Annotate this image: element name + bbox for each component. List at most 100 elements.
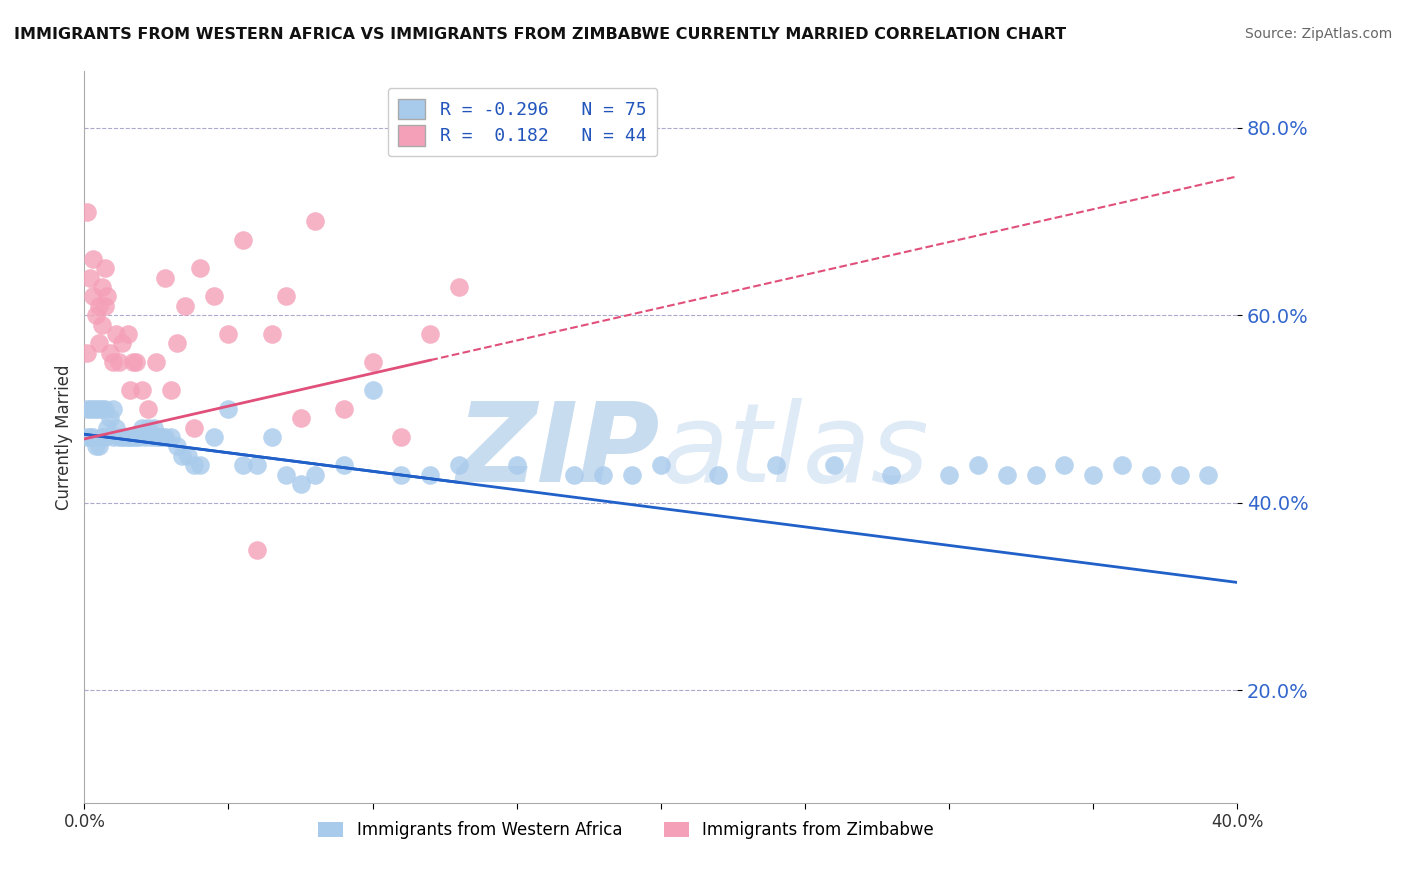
Point [131,383,153,397]
Point [361,383,384,397]
Point [82,289,104,303]
Point [592,467,614,482]
Point [125,430,148,444]
Point [166,336,188,351]
Point [76,430,98,444]
Point [90,318,112,332]
Point [290,411,312,425]
Point [1198,467,1220,482]
Point [96,289,118,303]
Point [1053,458,1076,473]
Point [1025,467,1047,482]
Point [232,458,254,473]
Point [114,430,136,444]
Point [87,336,110,351]
Point [391,467,413,482]
Point [391,430,413,444]
Point [1168,467,1191,482]
Point [650,458,672,473]
Point [120,383,142,397]
Point [564,467,586,482]
Point [449,280,471,294]
Point [93,261,115,276]
Point [419,467,441,482]
Point [93,299,115,313]
Point [153,270,176,285]
Point [117,326,139,341]
Point [449,458,471,473]
Point [938,467,960,482]
Point [276,289,298,303]
Point [304,467,326,482]
Point [145,430,167,444]
Point [218,326,240,341]
Y-axis label: Currently Married: Currently Married [55,364,73,510]
Point [79,270,101,285]
Point [765,458,787,473]
Point [103,430,124,444]
Point [1083,467,1105,482]
Point [128,430,150,444]
Point [82,401,104,416]
Text: IMMIGRANTS FROM WESTERN AFRICA VS IMMIGRANTS FROM ZIMBABWE CURRENTLY MARRIED COR: IMMIGRANTS FROM WESTERN AFRICA VS IMMIGR… [14,27,1066,42]
Point [125,355,148,369]
Point [98,411,121,425]
Text: atlas: atlas [661,398,929,505]
Point [202,289,225,303]
Legend: Immigrants from Western Africa, Immigrants from Zimbabwe: Immigrants from Western Africa, Immigran… [312,814,941,846]
Point [160,383,183,397]
Point [188,261,211,276]
Point [79,401,101,416]
Point [84,440,107,454]
Point [98,345,121,359]
Point [621,467,644,482]
Point [419,326,441,341]
Point [276,467,298,482]
Point [142,420,165,434]
Point [823,458,845,473]
Point [333,401,356,416]
Point [183,458,205,473]
Point [1140,467,1163,482]
Point [246,542,269,557]
Point [87,440,110,454]
Point [967,458,990,473]
Point [260,430,283,444]
Point [218,401,240,416]
Point [90,280,112,294]
Point [361,355,384,369]
Point [145,355,167,369]
Point [96,420,118,434]
Point [93,401,115,416]
Point [122,355,145,369]
Point [166,440,188,454]
Point [260,326,283,341]
Point [136,420,159,434]
Point [139,430,162,444]
Point [177,449,200,463]
Point [105,326,128,341]
Point [202,430,225,444]
Point [136,401,159,416]
Point [122,430,145,444]
Text: ZIP: ZIP [457,398,661,505]
Point [76,345,98,359]
Point [108,355,131,369]
Point [148,430,170,444]
Point [84,308,107,322]
Point [333,458,356,473]
Point [188,458,211,473]
Point [87,299,110,313]
Point [134,430,156,444]
Point [103,401,124,416]
Point [82,252,104,266]
Point [90,401,112,416]
Point [108,430,131,444]
Point [232,233,254,247]
Point [79,430,101,444]
Point [111,336,134,351]
Point [84,401,107,416]
Point [246,458,269,473]
Point [76,205,98,219]
Point [506,458,529,473]
